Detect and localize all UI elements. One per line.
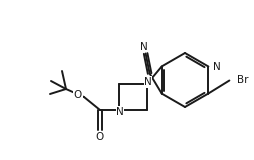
Text: O: O: [74, 90, 82, 100]
Text: N: N: [144, 77, 151, 87]
Text: N: N: [213, 61, 220, 72]
Text: Br: Br: [236, 75, 248, 84]
Text: N: N: [139, 41, 147, 52]
Text: N: N: [116, 107, 123, 117]
Text: O: O: [96, 132, 104, 142]
